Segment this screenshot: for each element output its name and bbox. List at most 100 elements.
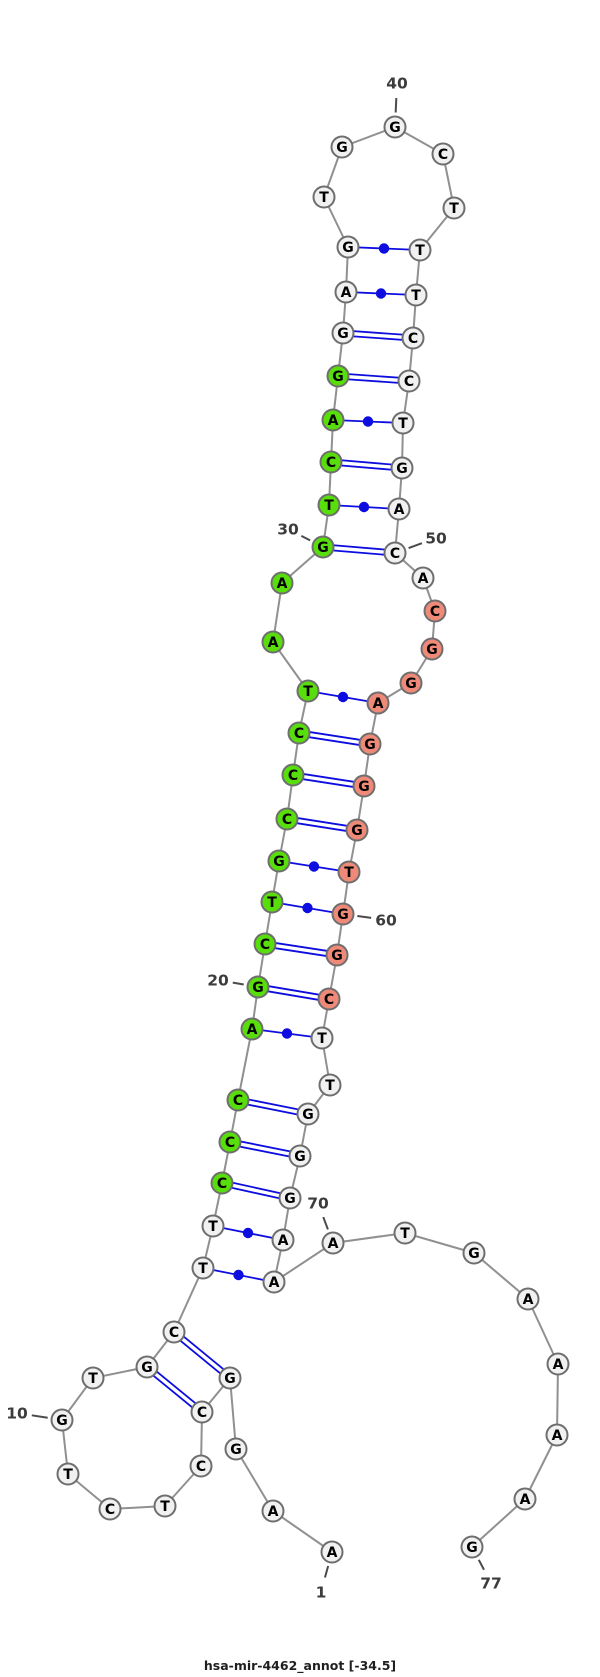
nucleotide-8-C[interactable] xyxy=(98,1497,122,1521)
backbone-segment xyxy=(273,1242,334,1283)
basepair-bond-double xyxy=(287,815,358,829)
nucleotide-32-C[interactable] xyxy=(319,450,343,474)
nucleotide-22-T[interactable] xyxy=(260,890,284,914)
backbone-segment xyxy=(404,1232,475,1254)
nucleotide-27-T[interactable] xyxy=(296,679,320,703)
nucleotide-36-A[interactable] xyxy=(334,280,358,304)
nucleotide-2-A[interactable] xyxy=(261,1499,285,1523)
nucleotide-7-T[interactable] xyxy=(153,1494,177,1518)
nucleotide-53-G[interactable] xyxy=(420,637,444,661)
basepair-bond-double xyxy=(322,548,395,557)
position-tick xyxy=(232,981,244,986)
nucleotide-20-G[interactable] xyxy=(246,975,270,999)
nucleotide-51-A[interactable] xyxy=(411,566,435,590)
nucleotide-61-G[interactable] xyxy=(325,943,349,967)
nucleotide-25-C[interactable] xyxy=(281,763,305,787)
nucleotide-10-G[interactable] xyxy=(50,1408,74,1432)
nucleotide-66-G[interactable] xyxy=(288,1144,312,1168)
nucleotide-63-T[interactable] xyxy=(310,1026,334,1050)
nucleotide-12-G[interactable] xyxy=(135,1355,159,1379)
nucleotide-48-G[interactable] xyxy=(390,456,414,480)
backbone-segment xyxy=(173,1267,204,1333)
nucleotide-31-T[interactable] xyxy=(317,493,341,517)
nucleotide-34-G[interactable] xyxy=(326,364,350,388)
nucleotide-6-C[interactable] xyxy=(189,1454,213,1478)
nucleotide-33-A[interactable] xyxy=(321,408,345,432)
nucleotide-5-C[interactable] xyxy=(190,1400,214,1424)
nucleotide-71-T[interactable] xyxy=(393,1221,417,1245)
nucleotide-15-T[interactable] xyxy=(201,1214,225,1238)
nucleotide-40-G[interactable] xyxy=(383,115,407,139)
nucleotide-59-T[interactable] xyxy=(337,860,361,884)
nucleotide-72-G[interactable] xyxy=(462,1241,486,1265)
nucleotide-layer: AAGGCCTCTGTGCTTCCCAGCTGCCCTAAGTCAGGAGTGG… xyxy=(50,115,570,1564)
nucleotide-58-G[interactable] xyxy=(345,818,369,842)
nucleotide-62-C[interactable] xyxy=(317,987,341,1011)
nucleotide-64-T[interactable] xyxy=(318,1073,342,1097)
backbone-segment xyxy=(332,1232,406,1244)
basepair-bond-double xyxy=(144,1368,201,1415)
nucleotide-55-A[interactable] xyxy=(366,691,390,715)
nucleotide-14-T[interactable] xyxy=(191,1256,215,1280)
nucleotide-67-G[interactable] xyxy=(278,1186,302,1210)
position-label-20: 20 xyxy=(207,972,229,990)
nucleotide-24-C[interactable] xyxy=(275,807,299,831)
nucleotide-17-C[interactable] xyxy=(218,1130,242,1154)
nucleotide-18-C[interactable] xyxy=(226,1088,250,1112)
nucleotide-47-T[interactable] xyxy=(391,411,415,435)
nucleotide-73-A[interactable] xyxy=(516,1287,540,1311)
position-label-70: 70 xyxy=(307,1195,329,1213)
nucleotide-68-A[interactable] xyxy=(271,1228,295,1252)
nucleotide-69-A[interactable] xyxy=(262,1270,286,1294)
basepair-bond-double xyxy=(343,329,414,337)
nucleotide-56-G[interactable] xyxy=(358,732,382,756)
basepair-bond-double xyxy=(337,377,409,385)
nucleotide-1-A[interactable] xyxy=(320,1540,344,1564)
nucleotide-26-C[interactable] xyxy=(287,721,311,745)
nucleotide-35-G[interactable] xyxy=(331,321,355,345)
nucleotide-65-G[interactable] xyxy=(296,1102,320,1126)
nucleotide-38-T[interactable] xyxy=(312,185,336,209)
nucleotide-11-T[interactable] xyxy=(81,1366,105,1390)
position-label-77: 77 xyxy=(480,1575,502,1593)
nucleotide-74-A[interactable] xyxy=(546,1352,570,1376)
basepair-dot xyxy=(362,416,374,427)
basepair-bond-layer xyxy=(144,243,421,1415)
basepair-bond-double xyxy=(258,983,330,998)
nucleotide-77-G[interactable] xyxy=(460,1535,484,1559)
nucleotide-52-C[interactable] xyxy=(423,599,447,623)
nucleotide-19-A[interactable] xyxy=(240,1017,264,1041)
nucleotide-44-T[interactable] xyxy=(404,283,428,307)
nucleotide-23-G[interactable] xyxy=(267,849,291,873)
position-tick xyxy=(477,1559,485,1571)
nucleotide-60-G[interactable] xyxy=(331,902,355,926)
nucleotide-57-G[interactable] xyxy=(352,774,376,798)
nucleotide-16-C[interactable] xyxy=(210,1171,234,1195)
nucleotide-39-G[interactable] xyxy=(330,135,354,159)
nucleotide-70-A[interactable] xyxy=(321,1231,345,1255)
nucleotide-75-A[interactable] xyxy=(545,1423,569,1447)
nucleotide-29-A[interactable] xyxy=(270,571,294,595)
nucleotide-21-C[interactable] xyxy=(253,932,277,956)
nucleotide-46-C[interactable] xyxy=(397,369,421,393)
nucleotide-37-G[interactable] xyxy=(336,235,360,259)
nucleotide-28-A[interactable] xyxy=(261,630,285,654)
nucleotide-9-T[interactable] xyxy=(56,1462,80,1486)
nucleotide-76-A[interactable] xyxy=(513,1487,537,1511)
nucleotide-3-G[interactable] xyxy=(224,1437,248,1461)
basepair-bond-double xyxy=(238,1096,309,1113)
basepair-bond-double xyxy=(299,729,371,743)
nucleotide-42-T[interactable] xyxy=(442,196,466,220)
nucleotide-49-A[interactable] xyxy=(387,497,411,521)
nucleotide-50-C[interactable] xyxy=(383,541,407,565)
basepair-dot xyxy=(337,691,349,703)
nucleotide-30-G[interactable] xyxy=(311,535,335,559)
nucleotide-54-G[interactable] xyxy=(399,671,423,695)
nucleotide-4-G[interactable] xyxy=(218,1366,242,1390)
basepair-bond-double xyxy=(338,372,410,380)
nucleotide-13-C[interactable] xyxy=(162,1320,186,1344)
basepair-bond-double xyxy=(229,1143,300,1160)
nucleotide-43-T[interactable] xyxy=(408,238,432,262)
nucleotide-41-C[interactable] xyxy=(431,142,455,166)
nucleotide-45-C[interactable] xyxy=(401,326,425,350)
